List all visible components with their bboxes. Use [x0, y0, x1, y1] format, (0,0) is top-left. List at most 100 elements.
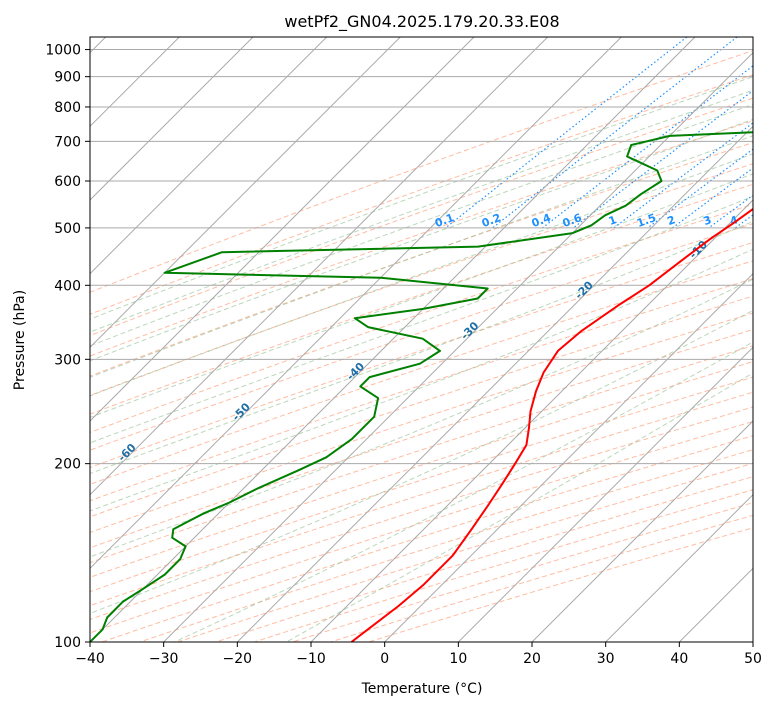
y-tick-label: 100 [54, 635, 81, 651]
x-axis: −40 −30 −20 −10 0 10 20 30 40 50 [75, 642, 762, 667]
isotherm-line [457, 346, 753, 642]
isotherm-line [90, 37, 622, 570]
mixing-ratio-label: 0.6 [561, 211, 584, 230]
dry-adiabat [90, 142, 753, 377]
mixing-ratio-label: 3 [702, 213, 714, 228]
dry-adiabat [90, 329, 753, 549]
y-tick-label: 200 [54, 457, 81, 473]
isotherm-line [605, 493, 753, 642]
isotherm-line [384, 272, 753, 642]
dry-adiabat [90, 74, 753, 315]
moist-adiabat [90, 278, 753, 558]
y-tick-label: 400 [54, 278, 81, 294]
isotherm-label: -30 [458, 319, 481, 342]
moist-adiabat [90, 118, 753, 362]
mixing-ratio-line [672, 167, 753, 229]
isotherm-line [752, 641, 753, 642]
x-tick-label: 0 [380, 651, 389, 667]
isotherm-label: -60 [115, 441, 138, 464]
x-tick-label: −40 [75, 651, 105, 667]
mixing-ratio-label: 0.4 [530, 211, 553, 230]
moist-adiabat [90, 173, 753, 418]
isotherm-label: -20 [572, 278, 595, 301]
isotherm-line [163, 51, 753, 642]
x-tick-label: −10 [296, 651, 326, 667]
mixing-ratio-line [572, 89, 753, 229]
dry-adiabat [90, 50, 753, 293]
dry-adiabat [90, 312, 753, 534]
y-tick-label: 600 [54, 174, 81, 190]
isotherm-label: -50 [230, 400, 253, 423]
mixing-ratio-labels: 0.1 0.2 0.4 0.6 1 1.5 2 3 4 [433, 211, 740, 230]
isotherm-line [678, 567, 753, 642]
y-tick-label: 800 [54, 100, 81, 116]
dry-adiabat [101, 435, 753, 642]
y-tick-label: 500 [54, 221, 81, 237]
plot-frame [89, 36, 754, 643]
y-axis: 100 200 300 400 500 600 700 800 900 1000 [45, 43, 90, 651]
moist-adiabat [90, 76, 753, 320]
x-tick-label: 10 [449, 651, 467, 667]
y-tick-label: 900 [54, 70, 81, 86]
mixing-ratio-label: 1 [607, 213, 619, 228]
dry-adiabat [90, 163, 753, 396]
moist-adiabat [90, 153, 753, 397]
dry-adiabat [90, 391, 753, 607]
y-axis-title: Pressure (hPa) [12, 290, 28, 390]
isotherm-line [90, 37, 696, 642]
mixing-ratio-label: 4 [728, 213, 740, 228]
moist-adiabat [90, 103, 753, 347]
moist-adiabat [90, 220, 753, 475]
dry-adiabat [90, 278, 753, 502]
mixing-ratio-label: 0.2 [480, 211, 503, 230]
x-tick-label: 50 [744, 651, 762, 667]
dry-adiabat [90, 361, 753, 578]
y-tick-label: 700 [54, 134, 81, 150]
isotherm-line [310, 199, 753, 642]
x-tick-label: 20 [523, 651, 541, 667]
dry-adiabat [90, 376, 753, 593]
dry-adiabat [90, 260, 753, 485]
moist-adiabat [90, 89, 753, 333]
mixing-ratio-label: 1.5 [635, 211, 658, 230]
isotherm-line [90, 37, 328, 275]
dry-adiabat [90, 295, 753, 518]
background-lines [90, 37, 753, 642]
chart-title: wetPf2_GN04.2025.179.20.33.E08 [284, 12, 559, 32]
mixing-ratio-label: 0.1 [433, 211, 456, 230]
mixing-ratio-label: 2 [665, 213, 677, 228]
isotherm-line [531, 420, 753, 642]
isotherm-line [236, 125, 753, 642]
dry-adiabat [90, 241, 753, 469]
profile-line [350, 207, 753, 642]
isobar-grid [90, 49, 753, 642]
isotherm-line [90, 37, 475, 422]
isotherm-label: -70 [1, 481, 24, 504]
x-tick-label: 30 [597, 651, 615, 667]
moist-adiabat [90, 309, 753, 614]
profiles [90, 131, 753, 642]
dry-adiabat [90, 223, 753, 451]
x-tick-label: −30 [149, 651, 179, 667]
y-tick-label: 1000 [45, 43, 81, 59]
moist-adiabat [174, 341, 753, 642]
isotherm-line [90, 37, 549, 496]
dry-adiabat [90, 183, 753, 415]
isotherm-line [90, 37, 254, 201]
x-tick-label: −20 [223, 651, 253, 667]
dry-adiabat [90, 120, 753, 357]
x-tick-label: 40 [670, 651, 688, 667]
moist-adiabat [90, 195, 753, 444]
dry-adiabat [292, 502, 753, 642]
dry-adiabat [90, 203, 753, 433]
dry-adiabat [90, 345, 753, 564]
x-axis-title: Temperature (°C) [361, 681, 483, 697]
isotherm-line [90, 37, 401, 349]
dry-adiabat [330, 514, 753, 642]
dry-adiabat [90, 97, 753, 337]
moist-adiabat [90, 248, 753, 512]
mixing-ratio-line [542, 65, 753, 229]
y-tick-label: 300 [54, 352, 81, 368]
